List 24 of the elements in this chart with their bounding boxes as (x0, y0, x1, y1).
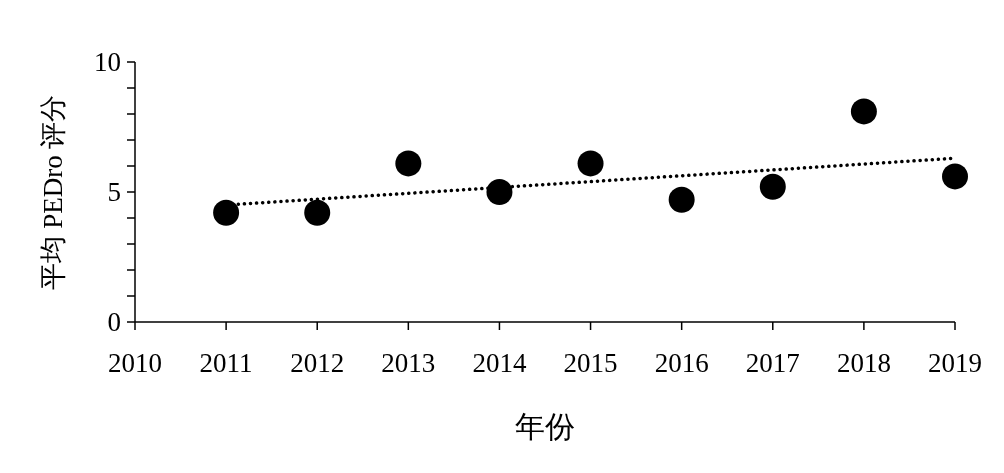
point (213, 199, 240, 226)
x-tick-label: 2017 (745, 348, 800, 378)
x-tick-label: 2013 (381, 348, 436, 378)
x-tick-label: 2011 (199, 348, 253, 378)
x-tick-label: 2018 (836, 348, 891, 378)
point (759, 173, 786, 200)
y-tick-label: 10 (94, 47, 121, 78)
point (304, 199, 331, 226)
point (577, 150, 604, 177)
x-tick-label: 2010 (108, 348, 162, 378)
x-tick-label: 2016 (654, 348, 709, 378)
point (486, 179, 513, 205)
point (668, 186, 695, 213)
x-tick-label: 2015 (563, 348, 618, 378)
x-tick-label: 2019 (928, 348, 982, 378)
y-tick-label: 5 (107, 177, 121, 208)
point (395, 150, 422, 177)
x-tick-label: 2012 (290, 348, 345, 378)
point (850, 98, 877, 125)
x-axis-title: 年份 (515, 410, 575, 443)
y-tick-label: 0 (107, 307, 121, 338)
x-tick-label: 2014 (472, 348, 527, 378)
y-axis-title: 平均 PEDro 评分 (38, 94, 68, 290)
point (942, 163, 968, 190)
